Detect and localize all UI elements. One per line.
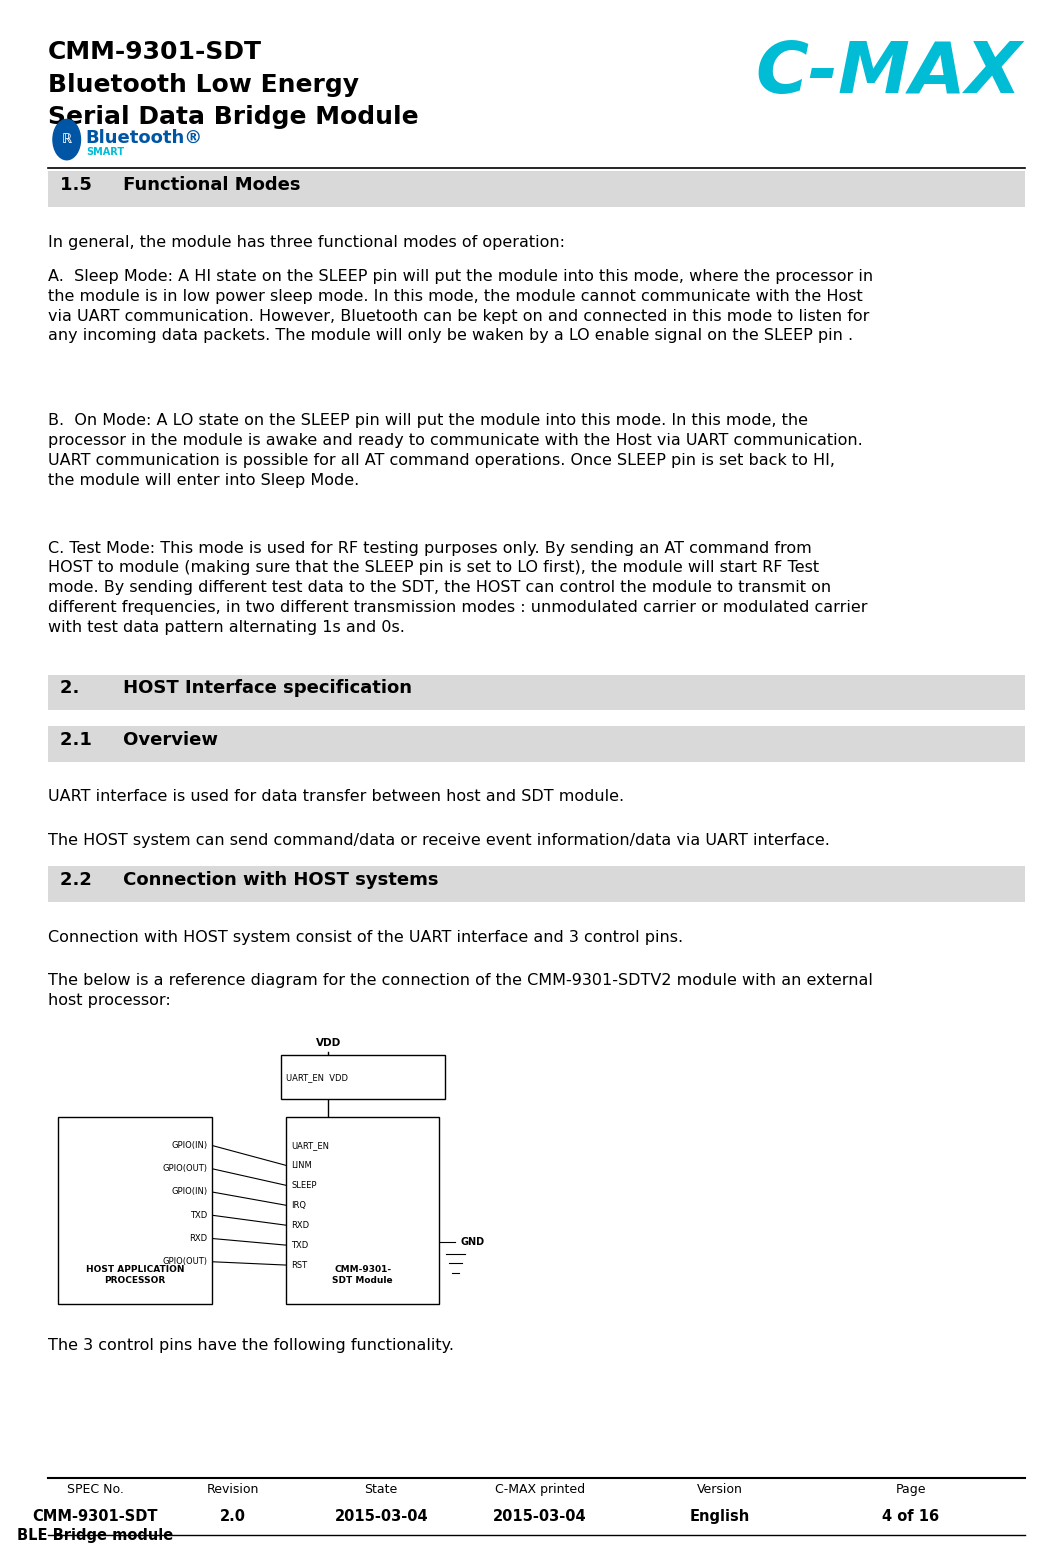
- Text: 2.0: 2.0: [220, 1509, 246, 1525]
- Text: C. Test Mode: This mode is used for RF testing purposes only. By sending an AT c: C. Test Mode: This mode is used for RF t…: [48, 540, 867, 634]
- Text: A.  Sleep Mode: A HI state on the SLEEP pin will put the module into this mode, : A. Sleep Mode: A HI state on the SLEEP p…: [48, 270, 873, 343]
- Text: RST: RST: [291, 1261, 307, 1270]
- Text: RXD: RXD: [291, 1221, 309, 1230]
- Text: In general, the module has three functional modes of operation:: In general, the module has three functio…: [48, 234, 564, 250]
- Text: 4 of 16: 4 of 16: [882, 1509, 939, 1525]
- Text: The below is a reference diagram for the connection of the CMM-9301-SDTV2 module: The below is a reference diagram for the…: [48, 974, 873, 1008]
- Text: ℝ: ℝ: [61, 133, 72, 146]
- FancyBboxPatch shape: [48, 726, 1025, 762]
- Text: CMM-9301-SDT
BLE Bridge module: CMM-9301-SDT BLE Bridge module: [17, 1509, 174, 1543]
- Text: GPIO(IN): GPIO(IN): [172, 1142, 208, 1149]
- FancyBboxPatch shape: [48, 675, 1025, 710]
- Text: GPIO(IN): GPIO(IN): [172, 1188, 208, 1196]
- Text: 2015-03-04: 2015-03-04: [493, 1509, 587, 1525]
- Text: TXD: TXD: [191, 1211, 208, 1219]
- Text: Bluetooth®: Bluetooth®: [86, 129, 203, 147]
- FancyBboxPatch shape: [48, 865, 1025, 901]
- Text: SPEC No.: SPEC No.: [67, 1483, 124, 1495]
- Circle shape: [53, 119, 80, 160]
- Text: TXD: TXD: [291, 1241, 308, 1250]
- Text: LINM: LINM: [291, 1160, 312, 1169]
- Text: VDD: VDD: [316, 1038, 341, 1048]
- Text: RXD: RXD: [190, 1235, 208, 1242]
- Text: English: English: [690, 1509, 750, 1525]
- Text: CMM-9301-
SDT Module: CMM-9301- SDT Module: [333, 1266, 393, 1284]
- Text: 2.       HOST Interface specification: 2. HOST Interface specification: [60, 679, 412, 698]
- Text: Page: Page: [896, 1483, 926, 1495]
- Text: 1.5     Functional Modes: 1.5 Functional Modes: [60, 177, 301, 194]
- Text: CMM-9301-SDT: CMM-9301-SDT: [48, 40, 262, 64]
- Text: The 3 control pins have the following functionality.: The 3 control pins have the following fu…: [48, 1337, 453, 1352]
- Text: SLEEP: SLEEP: [291, 1180, 317, 1190]
- Text: GND: GND: [461, 1236, 485, 1247]
- Text: IRQ: IRQ: [291, 1200, 306, 1210]
- Text: Connection with HOST system consist of the UART interface and 3 control pins.: Connection with HOST system consist of t…: [48, 929, 683, 945]
- Text: GPIO(OUT): GPIO(OUT): [163, 1165, 208, 1173]
- Text: 2.1     Overview: 2.1 Overview: [60, 731, 218, 749]
- FancyBboxPatch shape: [286, 1117, 439, 1303]
- Text: Revision: Revision: [207, 1483, 259, 1495]
- Text: Version: Version: [697, 1483, 743, 1495]
- Text: UART_EN: UART_EN: [291, 1142, 329, 1149]
- Text: C-MAX: C-MAX: [755, 39, 1022, 107]
- Text: The HOST system can send command/data or receive event information/data via UART: The HOST system can send command/data or…: [48, 833, 829, 848]
- Text: GPIO(OUT): GPIO(OUT): [163, 1258, 208, 1266]
- Text: C-MAX printed: C-MAX printed: [495, 1483, 586, 1495]
- FancyBboxPatch shape: [58, 1117, 212, 1303]
- Text: 2.2     Connection with HOST systems: 2.2 Connection with HOST systems: [60, 870, 438, 889]
- FancyBboxPatch shape: [48, 171, 1025, 206]
- Text: B.  On Mode: A LO state on the SLEEP pin will put the module into this mode. In : B. On Mode: A LO state on the SLEEP pin …: [48, 413, 862, 487]
- Text: UART_EN  VDD: UART_EN VDD: [286, 1073, 348, 1081]
- Text: State: State: [364, 1483, 398, 1495]
- Text: HOST APPLICATION
PROCESSOR: HOST APPLICATION PROCESSOR: [86, 1266, 184, 1284]
- FancyBboxPatch shape: [281, 1055, 445, 1098]
- Text: 2015-03-04: 2015-03-04: [335, 1509, 428, 1525]
- Text: Bluetooth Low Energy: Bluetooth Low Energy: [48, 73, 359, 96]
- Text: UART interface is used for data transfer between host and SDT module.: UART interface is used for data transfer…: [48, 789, 624, 805]
- Text: SMART: SMART: [86, 147, 124, 157]
- Text: Serial Data Bridge Module: Serial Data Bridge Module: [48, 105, 418, 129]
